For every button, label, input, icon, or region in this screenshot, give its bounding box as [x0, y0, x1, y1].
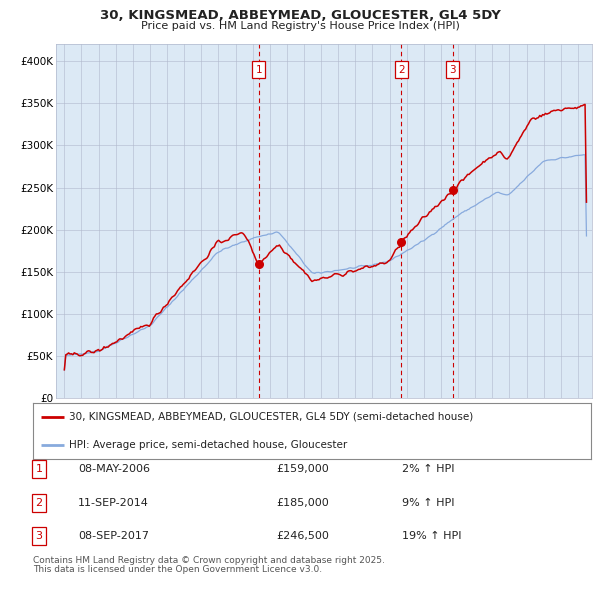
Text: 2: 2 — [35, 498, 43, 507]
Text: 2: 2 — [398, 64, 405, 74]
Text: 3: 3 — [449, 64, 456, 74]
Text: 1: 1 — [256, 64, 262, 74]
Text: 9% ↑ HPI: 9% ↑ HPI — [402, 498, 455, 507]
Text: £185,000: £185,000 — [276, 498, 329, 507]
Text: Price paid vs. HM Land Registry's House Price Index (HPI): Price paid vs. HM Land Registry's House … — [140, 21, 460, 31]
Text: 2% ↑ HPI: 2% ↑ HPI — [402, 464, 455, 474]
Text: 08-SEP-2017: 08-SEP-2017 — [78, 532, 149, 541]
Text: 3: 3 — [35, 532, 43, 541]
Text: 1: 1 — [35, 464, 43, 474]
Text: 11-SEP-2014: 11-SEP-2014 — [78, 498, 149, 507]
Text: 19% ↑ HPI: 19% ↑ HPI — [402, 532, 461, 541]
Text: 08-MAY-2006: 08-MAY-2006 — [78, 464, 150, 474]
Text: 30, KINGSMEAD, ABBEYMEAD, GLOUCESTER, GL4 5DY (semi-detached house): 30, KINGSMEAD, ABBEYMEAD, GLOUCESTER, GL… — [69, 412, 473, 422]
Text: 30, KINGSMEAD, ABBEYMEAD, GLOUCESTER, GL4 5DY: 30, KINGSMEAD, ABBEYMEAD, GLOUCESTER, GL… — [100, 9, 500, 22]
Text: This data is licensed under the Open Government Licence v3.0.: This data is licensed under the Open Gov… — [33, 565, 322, 574]
Text: HPI: Average price, semi-detached house, Gloucester: HPI: Average price, semi-detached house,… — [69, 440, 347, 450]
Text: Contains HM Land Registry data © Crown copyright and database right 2025.: Contains HM Land Registry data © Crown c… — [33, 556, 385, 565]
Text: £159,000: £159,000 — [276, 464, 329, 474]
Text: £246,500: £246,500 — [276, 532, 329, 541]
